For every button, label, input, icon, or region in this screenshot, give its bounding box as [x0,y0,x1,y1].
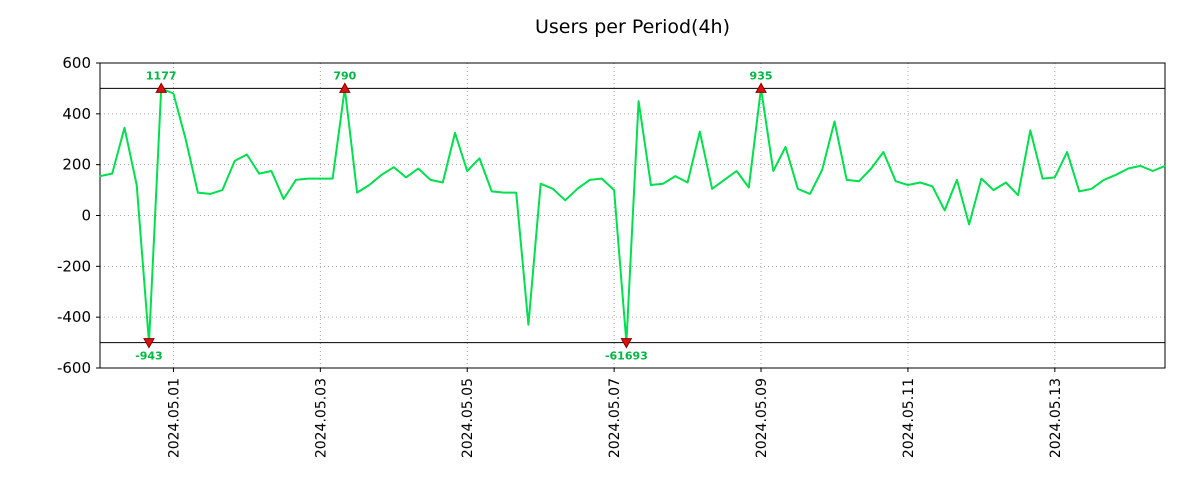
x-tick-label: 2024.05.07 [607,378,623,458]
x-tick-label: 2024.05.05 [460,378,476,458]
outlier-value-label: -61693 [605,350,648,363]
y-tick-label: 200 [62,156,91,174]
outlier-marker-up-icon [755,82,767,93]
outlier-value-label: 790 [333,69,356,82]
outlier-marker-up-icon [155,82,168,93]
series-line [99,87,1166,344]
y-tick-label: 600 [62,54,91,72]
outlier-value-label: 1177 [146,69,177,82]
y-tick-label: -400 [57,308,91,326]
outlier-marker-up-icon [338,82,351,93]
y-tick-label: -600 [57,359,91,377]
x-tick-label: 2024.05.13 [1048,378,1064,458]
outlier-value-label: -943 [135,350,163,363]
x-tick-label: 2024.05.03 [313,378,329,458]
x-tick-label: 2024.05.09 [754,378,770,458]
outlier-value-label: 935 [750,69,773,82]
y-tick-label: 0 [81,207,91,225]
plot-border [99,62,1166,369]
outlier-marker-down-icon [143,338,155,349]
outlier-marker-down-icon [620,338,633,349]
chart-title: Users per Period(4h) [534,16,731,38]
x-tick-label: 2024.05.11 [901,378,917,458]
x-tick-label: 2024.05.01 [166,378,182,458]
y-tick-label: -200 [57,257,91,275]
y-tick-label: 400 [62,105,91,123]
